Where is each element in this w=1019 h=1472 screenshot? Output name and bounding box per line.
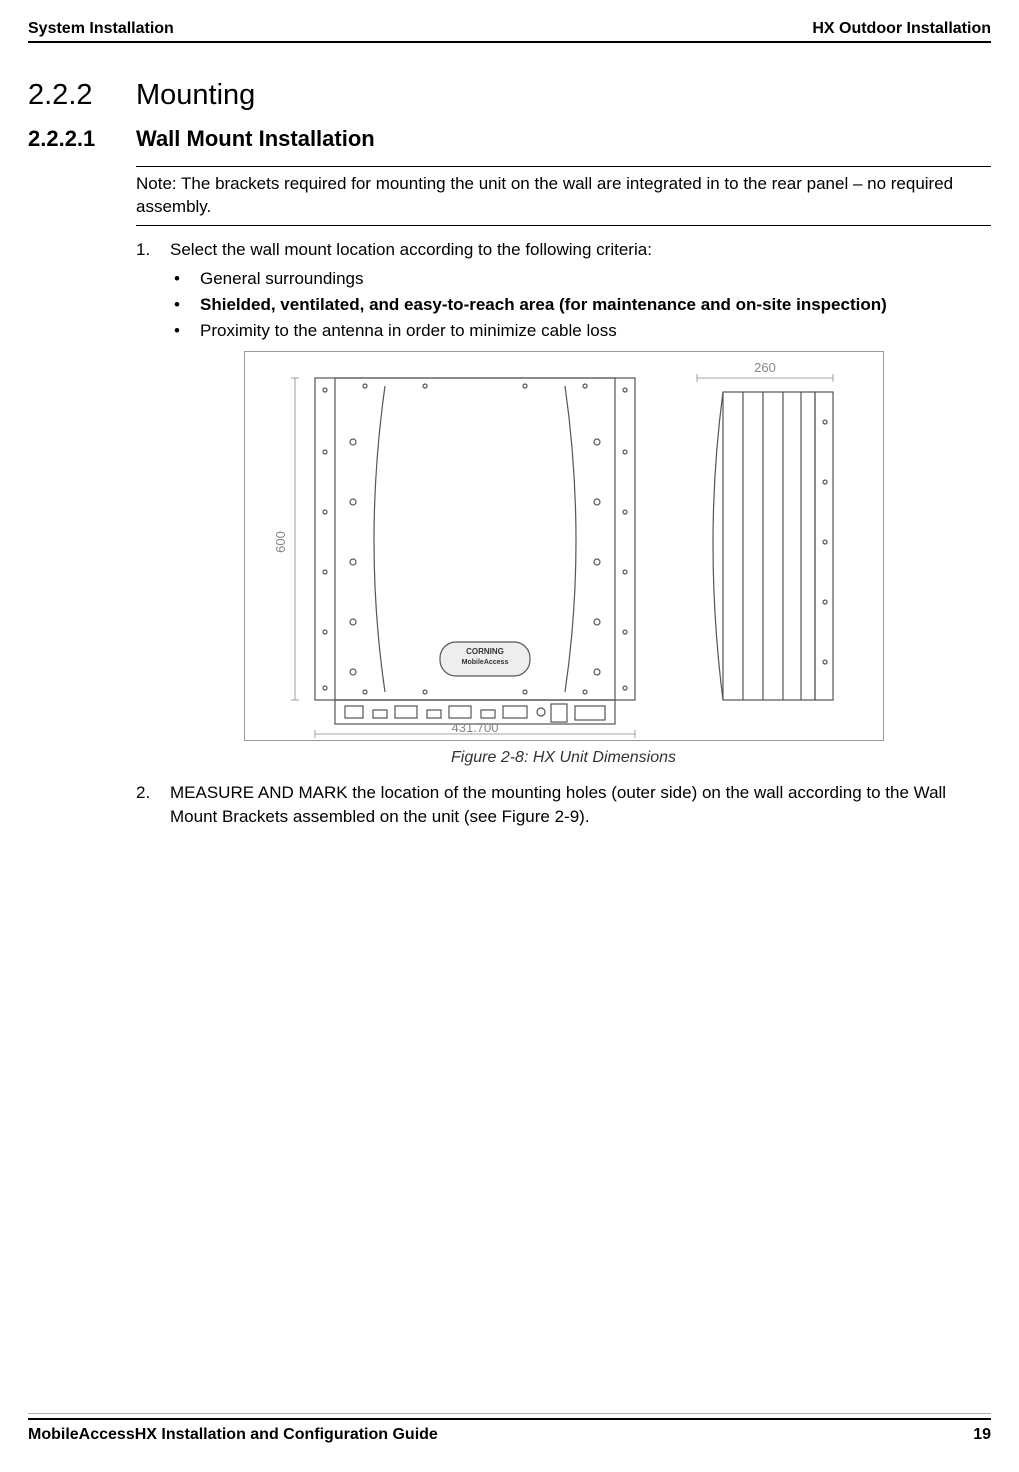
dim-left: 600: [273, 531, 288, 553]
bullet-dot-icon: •: [170, 320, 200, 343]
step-1-text: Select the wall mount location according…: [170, 240, 652, 260]
page-header: System Installation HX Outdoor Installat…: [28, 20, 991, 43]
dim-bottom: 431.700: [451, 720, 498, 735]
section-heading: 2.2.2 Mounting: [28, 79, 991, 112]
bullet-text: Proximity to the antenna in order to min…: [200, 320, 991, 343]
step-1-number: 1.: [136, 240, 170, 260]
figure: CORNING MobileAccess 600 431.700: [136, 351, 991, 767]
bullet-item: • Proximity to the antenna in order to m…: [170, 320, 991, 343]
step-list: 1. Select the wall mount location accord…: [136, 240, 991, 343]
dim-top: 260: [754, 360, 776, 375]
header-left: System Installation: [28, 20, 174, 38]
section-number: 2.2.2: [28, 79, 136, 112]
bullet-item: • General surroundings: [170, 268, 991, 291]
figure-image: CORNING MobileAccess 600 431.700: [244, 351, 884, 741]
page-footer: MobileAccessHX Installation and Configur…: [28, 1418, 991, 1444]
bullet-text: Shielded, ventilated, and easy-to-reach …: [200, 294, 991, 317]
bullet-list: • General surroundings • Shielded, venti…: [170, 268, 991, 343]
footer-divider: [28, 1413, 991, 1414]
footer-page-number: 19: [973, 1426, 991, 1444]
subsection-heading: 2.2.2.1 Wall Mount Installation: [28, 126, 991, 152]
step-2-number: 2.: [136, 781, 164, 830]
footer-left: MobileAccessHX Installation and Configur…: [28, 1426, 438, 1444]
bullet-text: General surroundings: [200, 268, 991, 291]
figure-caption: Figure 2-8: HX Unit Dimensions: [136, 749, 991, 767]
subsection-title: Wall Mount Installation: [136, 126, 375, 152]
note-box: Note: The brackets required for mounting…: [136, 166, 991, 226]
subsection-number: 2.2.2.1: [28, 126, 136, 152]
header-right: HX Outdoor Installation: [812, 20, 991, 38]
section-title: Mounting: [136, 79, 255, 112]
bullet-dot-icon: •: [170, 268, 200, 291]
logo-text-mid: MobileAccess: [461, 659, 508, 666]
bullet-dot-icon: •: [170, 294, 200, 317]
step-2: 2. MEASURE AND MARK the location of the …: [136, 781, 991, 830]
step-2-text: MEASURE AND MARK the location of the mou…: [164, 781, 991, 830]
bullet-item: • Shielded, ventilated, and easy-to-reac…: [170, 294, 991, 317]
step-1: 1. Select the wall mount location accord…: [136, 240, 991, 260]
note-text: Note: The brackets required for mounting…: [136, 174, 953, 216]
logo-text-top: CORNING: [466, 647, 504, 656]
